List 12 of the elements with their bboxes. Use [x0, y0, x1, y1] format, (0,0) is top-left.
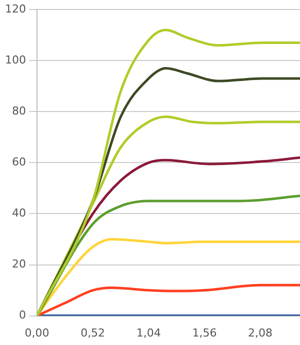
- y-tick-label: 60: [12, 156, 26, 169]
- x-tick-label: 0,00: [24, 326, 50, 340]
- y-tick-label: 20: [12, 258, 26, 271]
- x-tick-label: 1,04: [136, 326, 161, 340]
- x-tick-label: 1,56: [192, 326, 217, 340]
- y-tick-label: 40: [12, 206, 26, 220]
- y-tick-label: 80: [12, 104, 26, 118]
- y-tick-label: 100: [4, 53, 26, 66]
- y-tick-label: 120: [4, 2, 26, 16]
- y-tick-label: 0: [18, 308, 26, 322]
- x-tick-label: 2,08: [248, 326, 273, 340]
- x-tick-label: 0,52: [80, 326, 106, 340]
